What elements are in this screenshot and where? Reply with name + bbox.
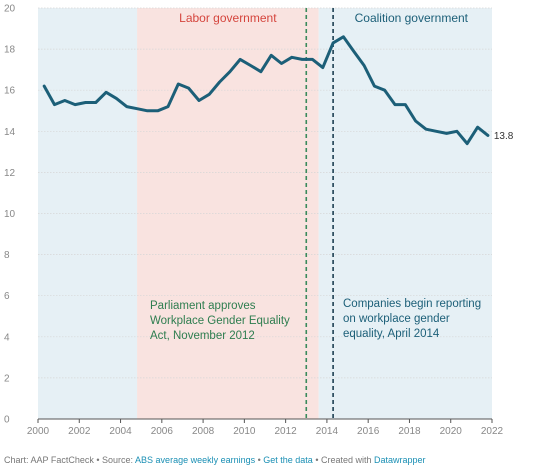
series-line	[42, 35, 490, 146]
footer-separator: • Created with	[312, 455, 375, 465]
annotation-line: Parliament approves	[150, 300, 256, 312]
x-tick-label: 2020	[440, 426, 463, 437]
y-axis-ticks: 0 2 4 6 8 10 12 14 16 18 20	[4, 4, 16, 426]
coalition-government-label: Coalition government	[355, 11, 469, 25]
annotation-lines	[305, 8, 334, 419]
y-tick-label: 6	[4, 291, 10, 302]
end-value-label: 13.8	[494, 131, 514, 142]
x-tick-label: 2004	[109, 426, 132, 437]
annotation-parliament-act: Parliament approves Workplace Gender Equ…	[150, 300, 293, 342]
y-tick-label: 14	[4, 127, 16, 138]
labor-government-label: Labor government	[179, 11, 277, 25]
y-tick-label: 2	[4, 373, 10, 384]
y-tick-label: 8	[4, 250, 10, 261]
get-data-link[interactable]: Get the data	[263, 455, 313, 465]
datawrapper-link[interactable]: Datawrapper	[374, 455, 426, 465]
y-tick-label: 20	[4, 4, 16, 15]
footer-separator: •	[255, 455, 264, 465]
x-tick-label: 2012	[275, 426, 298, 437]
x-tick-label: 2000	[27, 426, 50, 437]
annotation-line: on workplace gender	[343, 313, 450, 325]
annotation-line: Workplace Gender Equality	[150, 315, 290, 327]
annotation-line: Act, November 2012	[150, 330, 255, 342]
x-tick-label: 2002	[68, 426, 91, 437]
x-tick-label: 2014	[316, 426, 339, 437]
x-axis-ticks: 2000 2002 2004 2006 2008 2010 2012 2014 2016 2018…	[27, 419, 504, 437]
source-link[interactable]: ABS average weekly earnings	[135, 455, 256, 465]
y-tick-label: 0	[4, 415, 10, 426]
y-tick-label: 12	[4, 168, 16, 179]
gridlines	[38, 7, 492, 420]
y-tick-label: 4	[4, 332, 10, 343]
coalition-period-band	[38, 8, 138, 419]
x-tick-label: 2016	[357, 426, 380, 437]
x-tick-label: 2008	[192, 426, 215, 437]
annotation-line: Companies begin reporting	[343, 298, 481, 310]
y-tick-label: 10	[4, 209, 16, 220]
annotation-line: equality, April 2014	[343, 328, 440, 340]
annotation-reporting-begins: Companies begin reporting on workplace g…	[343, 298, 484, 340]
x-tick-label: 2022	[481, 426, 504, 437]
x-tick-label: 2010	[233, 426, 256, 437]
x-tick-label: 2018	[398, 426, 421, 437]
period-bands	[38, 8, 492, 419]
x-tick-label: 2006	[151, 426, 174, 437]
y-tick-label: 16	[4, 86, 16, 97]
footer-credit: Chart: AAP FactCheck • Source:	[4, 455, 136, 465]
chart-footer: Chart: AAP FactCheck • Source: ABS avera…	[4, 455, 426, 465]
y-tick-label: 18	[4, 45, 16, 56]
